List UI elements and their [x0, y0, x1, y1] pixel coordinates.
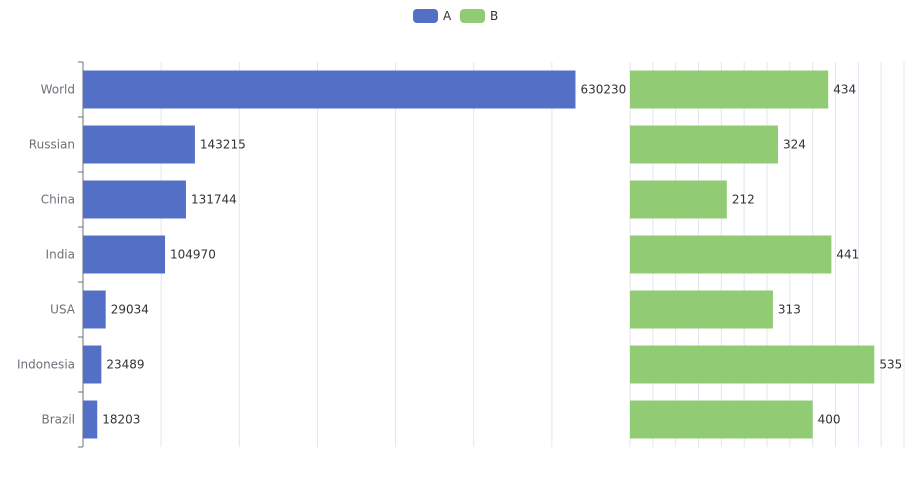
bar-a[interactable] — [83, 345, 102, 384]
data-label-b: 212 — [732, 193, 755, 207]
data-label-b: 400 — [818, 413, 841, 427]
data-label-b: 313 — [778, 303, 801, 317]
bar-a[interactable] — [83, 125, 195, 164]
data-label-a: 143215 — [200, 138, 246, 152]
y-tick-label: Brazil — [42, 413, 76, 427]
data-label-b: 535 — [879, 358, 902, 372]
data-label-a: 131744 — [191, 193, 237, 207]
y-tick-label: World — [41, 83, 75, 97]
bar-a[interactable] — [83, 290, 106, 329]
data-label-a: 630230 — [580, 83, 626, 97]
bar-b[interactable] — [630, 400, 813, 439]
legend-swatch — [460, 9, 485, 23]
bar-a[interactable] — [83, 70, 576, 109]
data-labels: 630230 434 143215 324 131744 212 104970 441 2903… — [102, 83, 902, 427]
legend-item-a[interactable]: A — [413, 9, 452, 23]
bar-b[interactable] — [630, 70, 829, 109]
legend-label: A — [443, 9, 452, 23]
legend-label: B — [490, 9, 498, 23]
y-tick-label: USA — [50, 303, 76, 317]
bar-b[interactable] — [630, 345, 875, 384]
bar-a[interactable] — [83, 400, 98, 439]
bar-b[interactable] — [630, 180, 727, 219]
y-tick-label: Indonesia — [17, 358, 75, 372]
bar-b[interactable] — [630, 235, 832, 274]
data-label-a: 104970 — [170, 248, 216, 262]
data-label-a: 18203 — [102, 413, 140, 427]
bars — [83, 70, 875, 439]
y-axis: World Russian China India USA Indonesia Brazil — [17, 61, 84, 448]
legend-item-b[interactable]: B — [460, 9, 498, 23]
data-label-a: 29034 — [111, 303, 149, 317]
bar-a[interactable] — [83, 235, 166, 274]
y-tick-label: India — [46, 248, 75, 262]
legend-swatch — [413, 9, 438, 23]
data-label-b: 434 — [833, 83, 856, 97]
bar-b[interactable] — [630, 290, 773, 329]
y-tick-label: China — [41, 193, 75, 207]
data-label-b: 441 — [836, 248, 859, 262]
bar-b[interactable] — [630, 125, 778, 164]
bar-a[interactable] — [83, 180, 186, 219]
y-tick-label: Russian — [29, 138, 75, 152]
data-label-a: 23489 — [106, 358, 144, 372]
data-label-b: 324 — [783, 138, 806, 152]
